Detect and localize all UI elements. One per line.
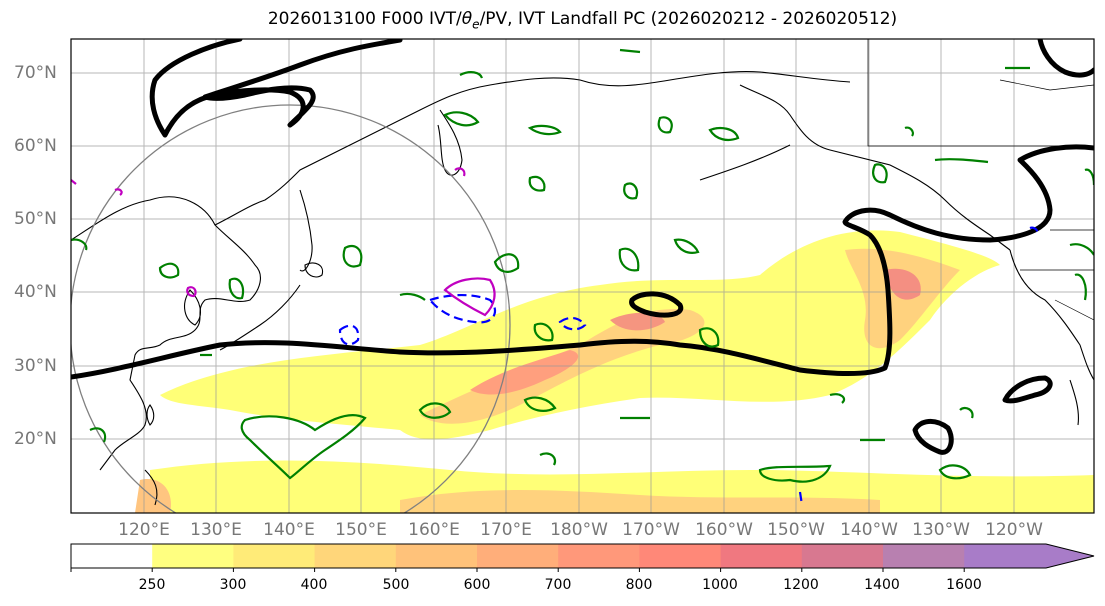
borders	[867, 39, 1094, 321]
lon-label-150w: 150°W	[767, 520, 825, 540]
lat-label-40n: 40°N	[14, 282, 57, 302]
pv-ne-loop	[1037, 39, 1094, 78]
colorbar-segment	[71, 544, 153, 568]
asia-coast	[71, 196, 261, 471]
ivt-colorbar	[70, 543, 1095, 572]
philippines	[144, 469, 158, 506]
colorbar-label-250: 250	[138, 577, 166, 593]
pv-contours	[71, 39, 1094, 455]
colorbar-segment	[801, 544, 884, 568]
colorbar-segment	[558, 544, 640, 568]
lon-label-160e: 160°E	[408, 520, 460, 540]
pv-south-loop	[912, 419, 954, 455]
colorbar-label-700: 700	[544, 577, 572, 593]
colorbar-label-400: 400	[300, 577, 328, 593]
map-title: 2026013100 F000 IVT/θe/PV, IVT Landfall …	[267, 9, 898, 32]
pv-east-small-loop	[1002, 375, 1053, 404]
colorbar-segment	[964, 544, 1094, 568]
lon-label-180w: 180°W	[550, 520, 608, 540]
lon-label-120w: 120°W	[985, 520, 1043, 540]
alaska-peninsula	[699, 144, 791, 181]
graticule	[71, 39, 1094, 513]
lon-label-130e: 130°E	[190, 520, 242, 540]
ivt-band-main-low	[160, 230, 1000, 440]
lon-label-120e: 120°E	[118, 520, 170, 540]
pv-main-line	[71, 144, 1094, 380]
colorbar-segment	[720, 544, 803, 568]
colorbar-segment	[477, 544, 559, 568]
taiwan	[146, 404, 155, 426]
lat-label-70n: 70°N	[14, 63, 57, 83]
colorbar-label-800: 800	[625, 577, 653, 593]
lon-label-170w: 170°W	[622, 520, 680, 540]
ivt-band-south-mid	[400, 490, 880, 513]
colorbar-segment	[883, 544, 965, 568]
colorbar-label-500: 500	[382, 577, 410, 593]
map-frame	[70, 38, 1095, 514]
baja	[1069, 379, 1079, 426]
ivt-core-west	[470, 350, 579, 395]
theta-e-contours	[71, 48, 1094, 483]
colorbar-label-600: 600	[463, 577, 491, 593]
lat-label-50n: 50°N	[14, 209, 57, 229]
colorbar-segment	[152, 544, 234, 568]
pv-north-loop	[149, 39, 403, 138]
sakhalin	[299, 189, 313, 272]
colorbar-label-1000: 1000	[702, 577, 738, 593]
magenta-contours	[71, 167, 496, 317]
japan-hokkaido	[304, 262, 324, 278]
lat-label-30n: 30°N	[14, 356, 57, 376]
colorbar-segment	[395, 544, 478, 568]
colorbar-segment	[639, 544, 722, 568]
lon-label-160w: 160°W	[695, 520, 753, 540]
blue-contours	[338, 226, 1039, 506]
lon-label-130w: 130°W	[912, 520, 970, 540]
lon-label-140e: 140°E	[263, 520, 315, 540]
russia-far-east	[214, 71, 851, 226]
lat-label-60n: 60°N	[14, 136, 57, 156]
colorbar-segment	[233, 544, 316, 568]
kamchatka	[437, 109, 463, 176]
lat-label-20n: 20°N	[14, 429, 57, 449]
pv-small-loop	[629, 291, 684, 318]
lon-label-140w: 140°W	[840, 520, 898, 540]
lon-label-150e: 150°E	[335, 520, 387, 540]
colorbar-label-300: 300	[219, 577, 247, 593]
colorbar-outline	[70, 543, 1095, 569]
alaska-coast	[739, 84, 1011, 251]
coastlines	[71, 71, 1094, 506]
landfall-radius-circle	[71, 104, 511, 513]
map-panel	[70, 38, 1095, 514]
north-america-west	[1009, 249, 1094, 381]
colorbar-label-1600: 1600	[946, 577, 982, 593]
colorbar-label-1400: 1400	[864, 577, 900, 593]
colorbar-segment	[314, 544, 397, 568]
lon-label-170e: 170°E	[480, 520, 532, 540]
korea	[184, 289, 201, 326]
colorbar-label-1200: 1200	[783, 577, 819, 593]
